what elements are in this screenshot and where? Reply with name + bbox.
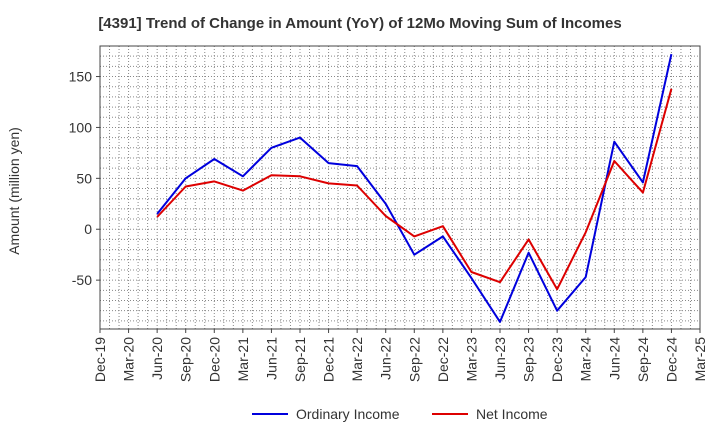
legend: Ordinary Income Net Income <box>0 406 720 426</box>
x-tick-label: Jun-21 <box>263 337 279 380</box>
legend-label-net-income: Net Income <box>476 406 548 422</box>
x-tick-label: Dec-20 <box>206 337 222 382</box>
chart-title: [4391] Trend of Change in Amount (YoY) o… <box>98 15 622 32</box>
x-tick-label: Jun-22 <box>378 337 394 380</box>
x-tick-label: Dec-23 <box>549 337 565 382</box>
x-tick-label: Sep-20 <box>178 337 194 382</box>
x-tick-label: Dec-21 <box>321 337 337 382</box>
axes: -50 0 50 100 150 Dec-19 Mar-20 Jun-20 Sep-20 Dec-… <box>69 45 708 382</box>
series-lines <box>156 53 673 323</box>
x-tick-label: Mar-25 <box>692 337 708 382</box>
x-tick-label: Jun-20 <box>149 337 165 380</box>
y-tick-label: 100 <box>69 119 93 135</box>
x-tick-label: Sep-24 <box>635 337 651 382</box>
x-tick-label: Sep-22 <box>406 337 422 382</box>
y-tick-label: 150 <box>69 69 93 85</box>
legend-label-ordinary-income: Ordinary Income <box>296 406 400 422</box>
x-tick-label: Mar-22 <box>349 337 365 382</box>
y-tick-label: 50 <box>76 170 92 186</box>
x-tick-label: Mar-21 <box>235 337 251 382</box>
y-axis-label: Amount (million yen) <box>6 127 22 255</box>
x-tick-label: Mar-23 <box>463 337 479 382</box>
legend-item-ordinary-income: Ordinary Income <box>252 406 399 422</box>
plot-frame <box>99 45 701 330</box>
x-tick-label: Dec-19 <box>92 337 108 382</box>
x-tick-label: Jun-24 <box>606 337 622 380</box>
x-tick-label: Dec-24 <box>663 337 679 382</box>
y-tick-label: -50 <box>72 272 92 288</box>
x-tick-label: Sep-21 <box>292 337 308 382</box>
series-line-ordinary-income <box>156 53 673 323</box>
series-line-net-income <box>156 88 673 291</box>
x-tick-label: Dec-22 <box>435 337 451 382</box>
grid-lines <box>100 46 701 329</box>
x-tick-label: Sep-23 <box>521 337 537 382</box>
y-tick-label: 0 <box>84 221 92 237</box>
legend-swatch-net-income <box>432 413 468 415</box>
x-tick-label: Mar-20 <box>121 337 137 382</box>
x-tick-label: Jun-23 <box>492 337 508 380</box>
legend-item-net-income: Net Income <box>432 406 548 422</box>
x-tick-label: Mar-24 <box>578 337 594 382</box>
legend-swatch-ordinary-income <box>252 413 288 415</box>
